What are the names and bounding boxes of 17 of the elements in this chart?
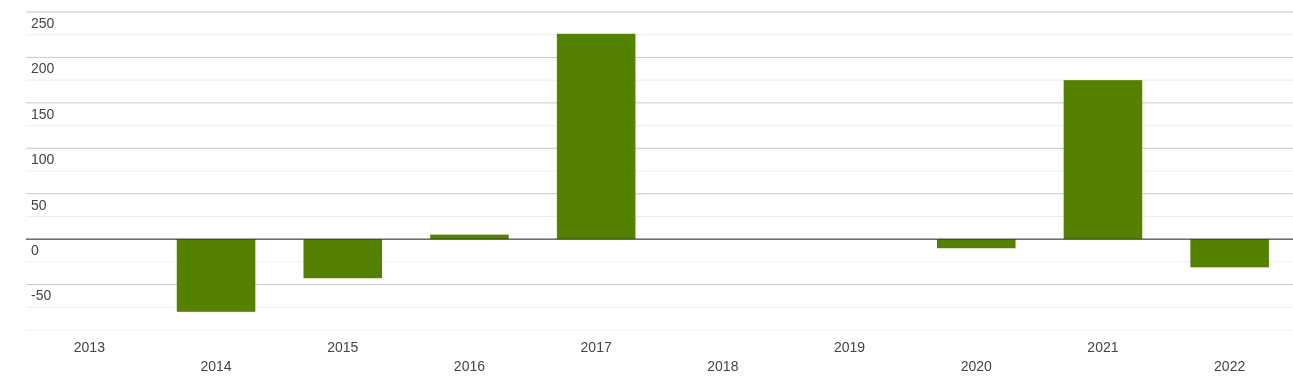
x-tick-label: 2019: [833, 338, 866, 355]
x-tick-label: 2021: [1087, 338, 1119, 355]
x-tick-label: 2020: [960, 357, 993, 374]
y-tick-label: -50: [31, 287, 52, 304]
y-tick-label: 250: [31, 14, 55, 31]
y-tick-label: 50: [31, 196, 47, 213]
x-tick-label: 2014: [200, 357, 232, 374]
y-tick-label: 0: [31, 242, 39, 259]
x-tick-label: 2018: [707, 357, 739, 374]
y-tick-label: 100: [31, 151, 55, 168]
x-tick-label: 2017: [580, 338, 612, 355]
y-tick-label: 150: [31, 105, 55, 122]
x-tick-label: 2013: [73, 338, 106, 355]
y-tick-label: 200: [31, 60, 55, 77]
x-tick-label: 2022: [1214, 357, 1246, 374]
x-tick-label: 2015: [327, 338, 359, 355]
x-tick-label: 2016: [453, 357, 486, 374]
